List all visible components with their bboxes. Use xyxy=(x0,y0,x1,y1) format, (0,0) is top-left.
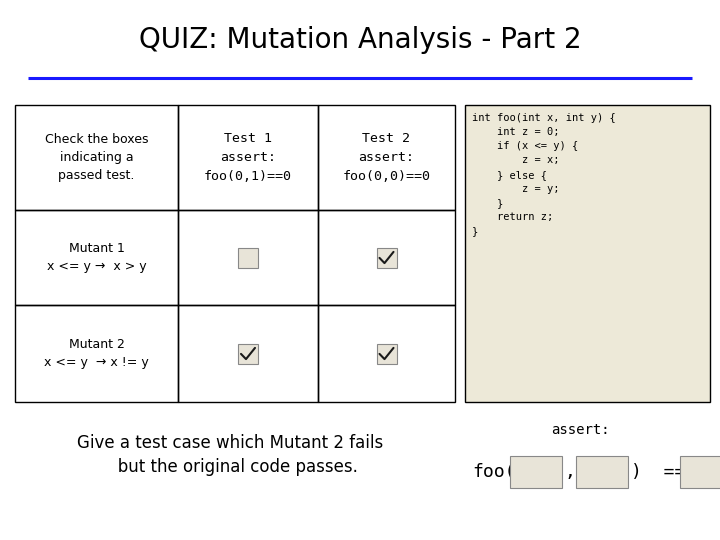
Text: Give a test case which Mutant 2 fails
   but the original code passes.: Give a test case which Mutant 2 fails bu… xyxy=(77,434,383,476)
Text: int foo(int x, int y) {
    int z = 0;
    if (x <= y) {
        z = x;
    } el: int foo(int x, int y) { int z = 0; if (x… xyxy=(472,113,616,237)
Bar xyxy=(238,247,258,267)
Text: Mutant 2
x <= y  → x != y: Mutant 2 x <= y → x != y xyxy=(44,338,149,369)
Text: Test 2
assert:
foo(0,0)==0: Test 2 assert: foo(0,0)==0 xyxy=(343,132,431,183)
Bar xyxy=(15,210,178,305)
Text: foo(: foo( xyxy=(472,463,516,481)
Text: Check the boxes
indicating a
passed test.: Check the boxes indicating a passed test… xyxy=(45,133,148,182)
Bar xyxy=(318,305,455,402)
Bar xyxy=(178,105,318,210)
Text: Mutant 1
x <= y →  x > y: Mutant 1 x <= y → x > y xyxy=(47,242,146,273)
Text: Test 1
assert:
foo(0,1)==0: Test 1 assert: foo(0,1)==0 xyxy=(204,132,292,183)
Bar xyxy=(15,305,178,402)
Bar xyxy=(238,343,258,363)
Bar xyxy=(377,343,397,363)
Bar xyxy=(510,456,562,488)
Bar xyxy=(15,105,178,210)
Bar xyxy=(680,456,720,488)
Bar xyxy=(576,456,628,488)
Bar xyxy=(178,305,318,402)
Text: QUIZ: Mutation Analysis - Part 2: QUIZ: Mutation Analysis - Part 2 xyxy=(139,26,581,54)
Text: assert:: assert: xyxy=(551,423,609,437)
Bar xyxy=(318,105,455,210)
Bar xyxy=(377,247,397,267)
Text: ,: , xyxy=(565,463,576,481)
Bar xyxy=(178,210,318,305)
Bar xyxy=(465,105,710,402)
Bar xyxy=(318,210,455,305)
Text: )  ==: ) == xyxy=(631,463,685,481)
